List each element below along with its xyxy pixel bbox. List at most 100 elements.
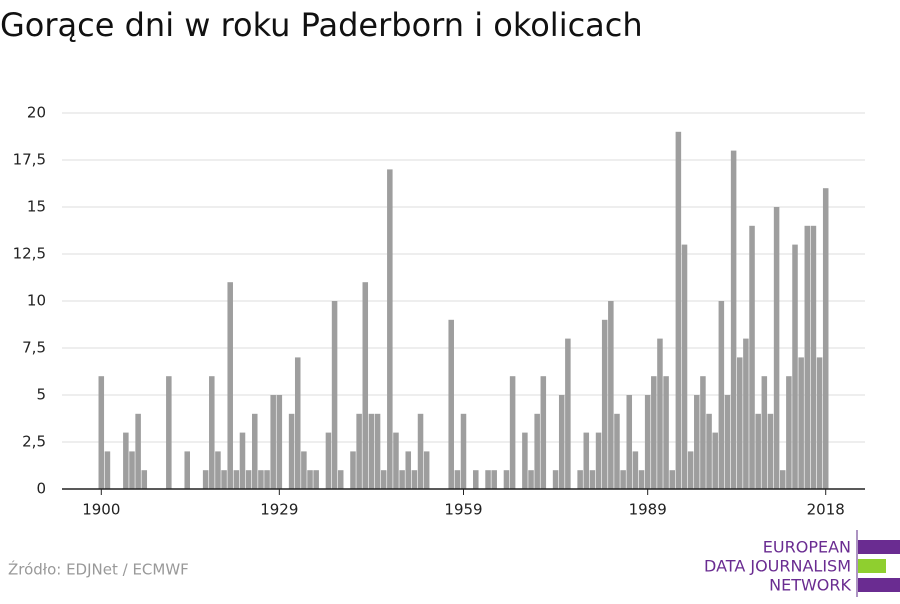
bar: [822, 188, 829, 489]
bar: [411, 470, 418, 489]
bar: [675, 131, 682, 490]
bar: [669, 470, 675, 489]
bar: [258, 470, 264, 489]
bar: [294, 357, 301, 489]
bar: [313, 470, 319, 489]
bar: [601, 319, 608, 489]
bar: [485, 470, 491, 489]
bar: [423, 451, 430, 489]
bar: [755, 413, 761, 489]
chart-title: Gorące dni w roku Paderborn i okolicach: [0, 6, 643, 44]
bar: [356, 413, 362, 489]
bar: [362, 282, 369, 489]
bar: [264, 470, 270, 489]
bar: [270, 395, 276, 489]
x-tick-label: 1900: [82, 501, 120, 519]
bar: [209, 376, 215, 489]
bar: [104, 451, 111, 489]
bar: [522, 432, 528, 489]
bar: [810, 225, 817, 490]
logo-bar: [858, 540, 900, 554]
bar: [399, 470, 405, 489]
bar: [135, 413, 141, 489]
logo-bar: [858, 559, 886, 573]
logo-bar: [858, 578, 900, 592]
bar: [552, 470, 559, 489]
bar: [534, 413, 540, 489]
bar: [337, 470, 344, 489]
bar: [736, 357, 743, 489]
bar: [454, 470, 461, 489]
bar: [387, 169, 393, 489]
bar: [798, 357, 804, 489]
bar: [98, 376, 105, 489]
bar: [202, 470, 209, 489]
x-tick-label: 1929: [260, 501, 298, 519]
bar: [380, 470, 387, 489]
y-tick-label: 5: [36, 386, 46, 404]
bar: [767, 413, 774, 489]
bar: [626, 395, 633, 489]
bar: [184, 451, 191, 489]
bar: [528, 470, 534, 489]
bar: [786, 376, 792, 489]
logo-text: DATA JOURNALISM: [704, 557, 851, 576]
bar: [718, 301, 725, 489]
bar: [589, 470, 596, 489]
bar: [331, 301, 338, 489]
bar: [644, 395, 651, 489]
logo-text: EUROPEAN: [763, 538, 851, 557]
bar: [288, 413, 295, 489]
bar: [681, 244, 688, 489]
bar: [773, 207, 780, 489]
bar: [558, 395, 565, 489]
bar: [761, 376, 768, 489]
bar: [129, 451, 135, 489]
bar: [687, 451, 694, 489]
bar: [233, 470, 240, 489]
bar: [368, 413, 375, 489]
bar: [583, 432, 590, 489]
y-tick-label: 20: [27, 104, 46, 122]
bar: [123, 432, 129, 489]
bar: [620, 470, 626, 489]
bar: [460, 413, 467, 489]
bar: [245, 470, 252, 489]
x-tick-label: 2018: [807, 501, 845, 519]
bar: [405, 451, 412, 489]
bar: [657, 338, 663, 489]
bar: [276, 395, 283, 489]
bar: [325, 432, 332, 489]
bar: [141, 470, 148, 489]
x-tick-label: 1959: [444, 501, 482, 519]
bar: [724, 395, 731, 489]
bar: [565, 338, 571, 489]
bar: [632, 451, 639, 489]
y-tick-label: 17,5: [13, 151, 46, 169]
bar: [577, 470, 583, 489]
bar: [473, 470, 479, 489]
bar: [393, 432, 399, 489]
bar: [712, 432, 718, 489]
bar: [307, 470, 313, 489]
bar: [252, 413, 258, 489]
bar: [651, 376, 657, 489]
bar: [491, 470, 497, 489]
y-tick-label: 12,5: [13, 245, 46, 263]
bar: [700, 376, 706, 489]
bar: [221, 470, 227, 489]
bar: [694, 395, 700, 489]
source: Źródło: EDJNet / ECMWF: [8, 560, 189, 579]
bar: [816, 357, 823, 489]
bar: [301, 451, 307, 489]
bar: [706, 413, 712, 489]
y-tick-label: 0: [36, 480, 46, 498]
bar: [595, 432, 602, 489]
y-tick-label: 15: [27, 198, 46, 216]
bar: [448, 319, 454, 489]
bar: [374, 413, 381, 489]
bar: [350, 451, 356, 489]
x-tick-label: 1989: [629, 501, 667, 519]
